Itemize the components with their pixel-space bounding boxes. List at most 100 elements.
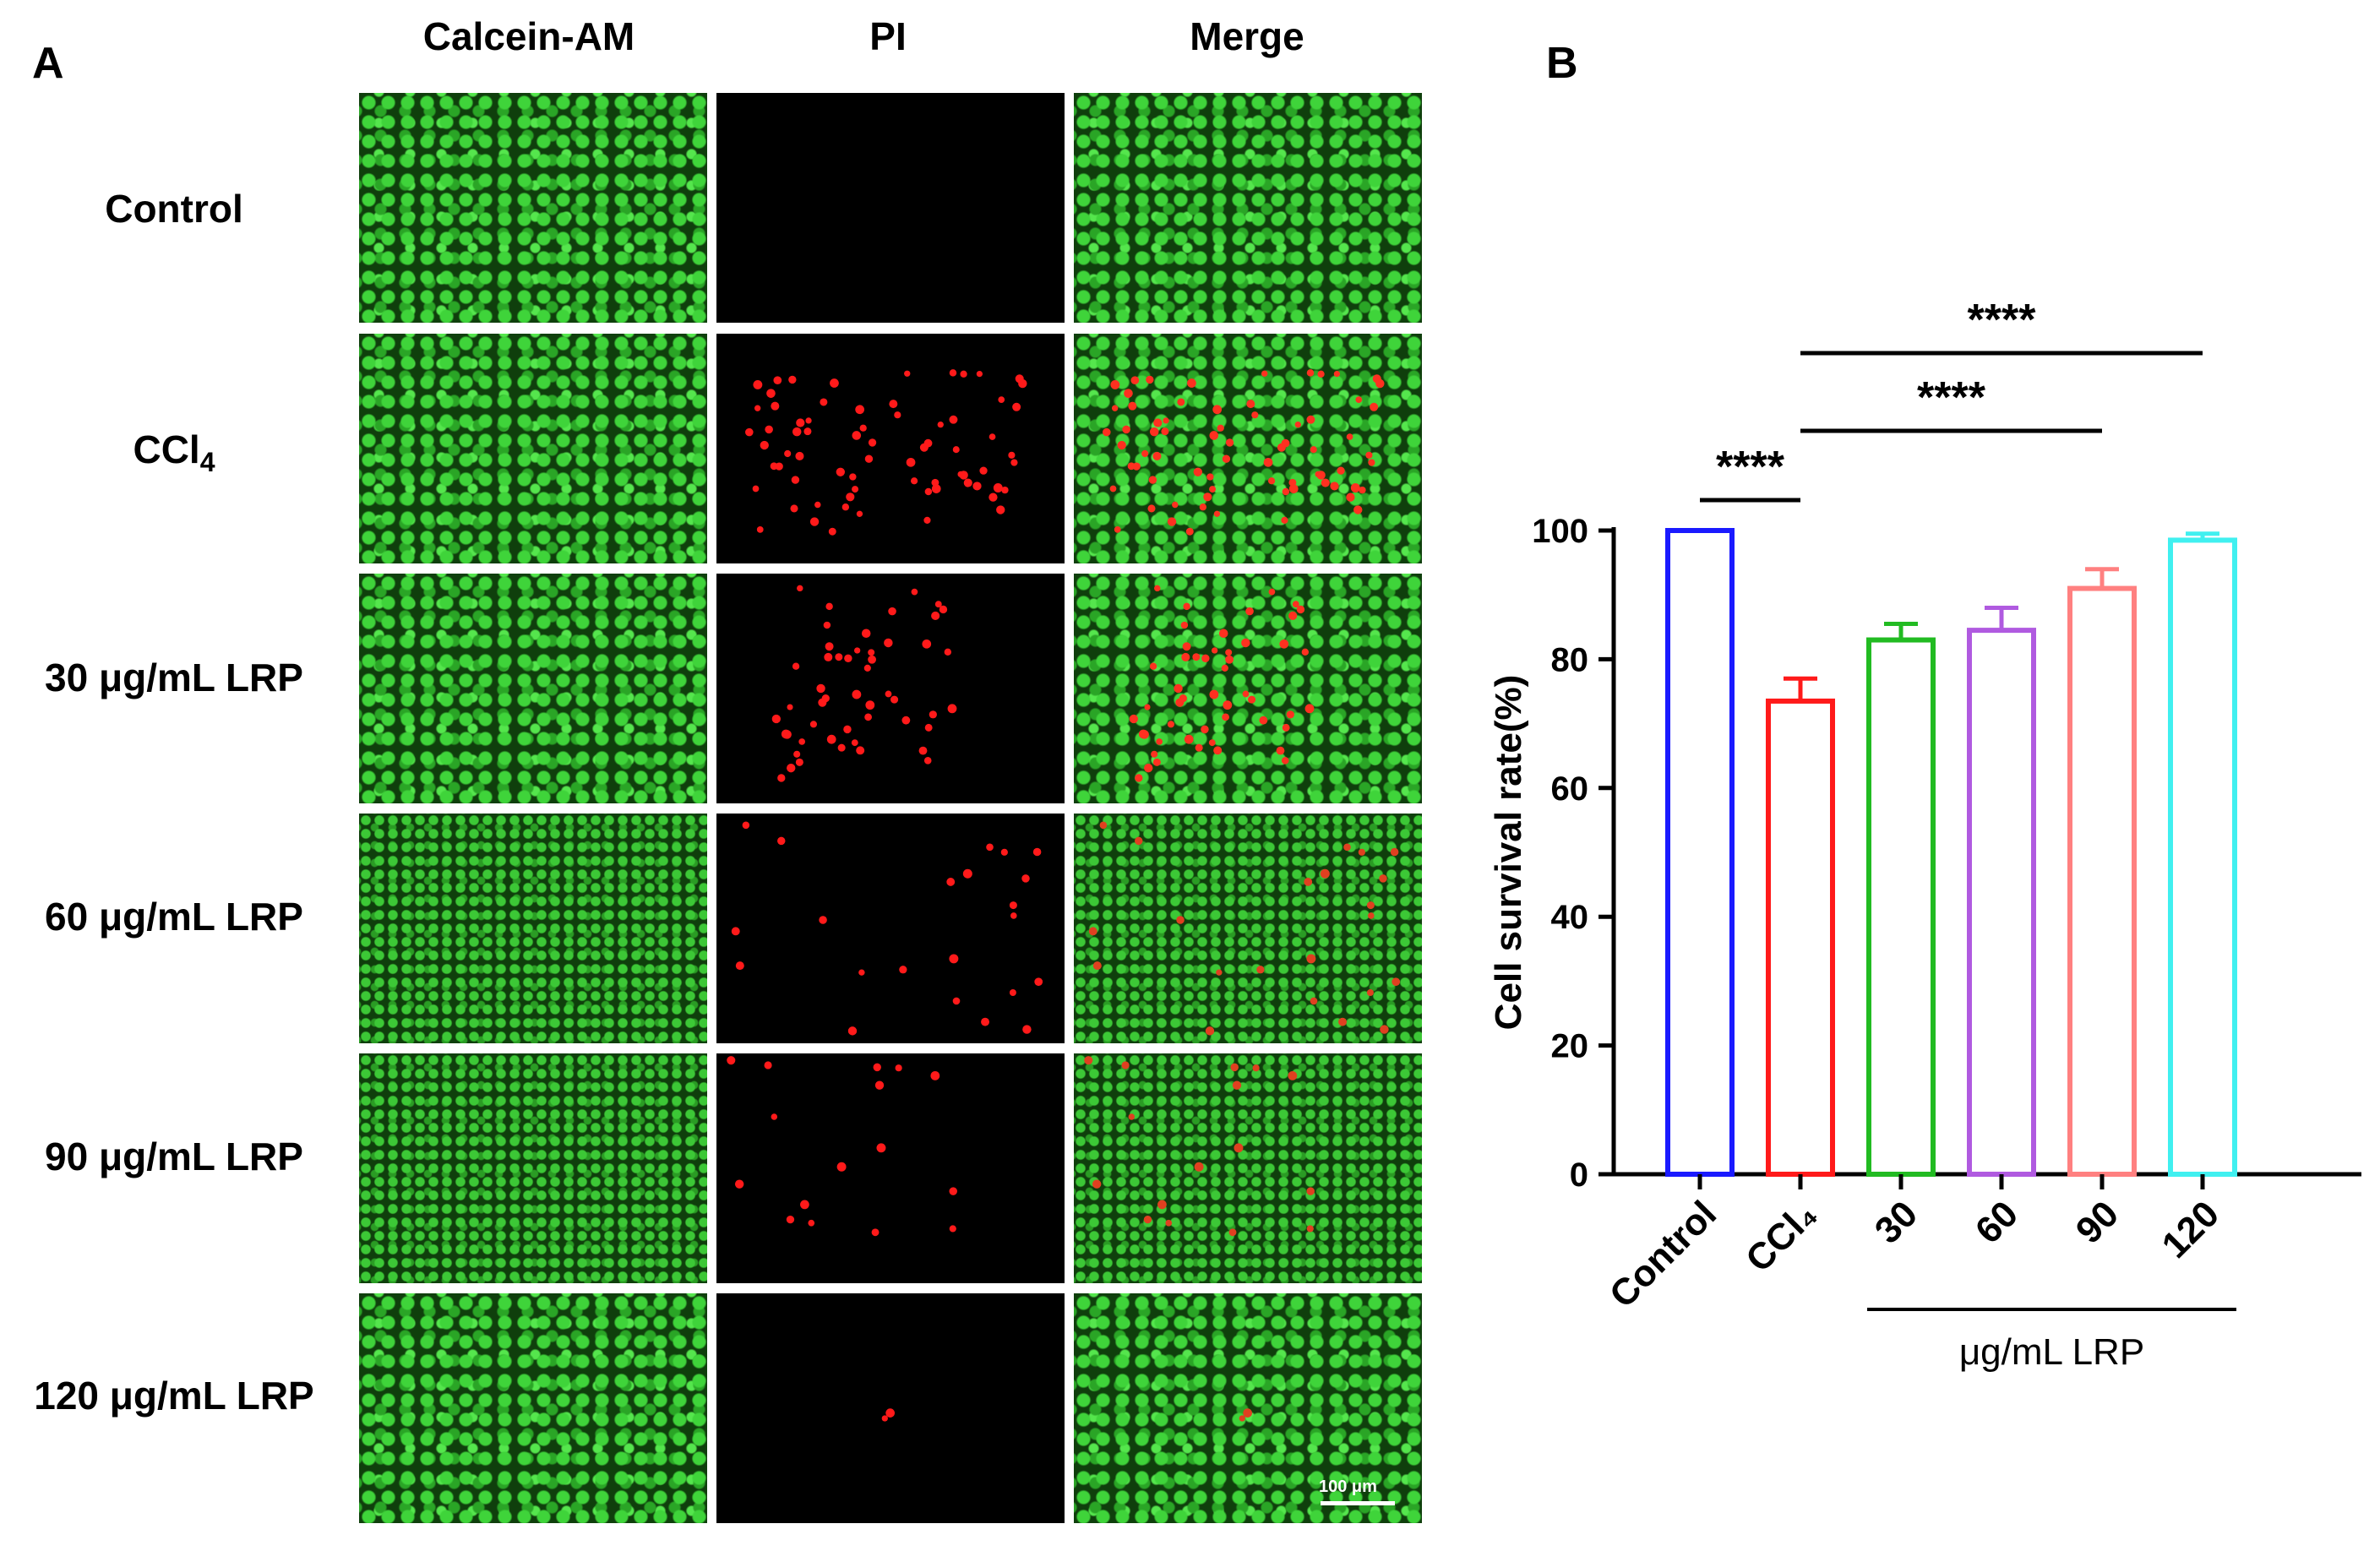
dead-cell-dot [781,729,791,739]
dead-cell-dot [988,493,998,502]
dead-cell-dot [809,517,820,526]
dead-cell-dot [884,638,893,648]
micrograph-90-pi [716,1053,1065,1283]
dead-cell-dot [1153,418,1163,427]
dead-cell-dot [790,504,798,513]
dead-cell-dot [1248,695,1256,704]
dead-cell-dot [923,438,933,448]
dead-cell-dot [868,438,877,447]
dead-cell-dot [1282,723,1290,732]
dead-cell-dot [1212,647,1218,654]
dead-cell-dot [1263,457,1273,467]
micrograph-control-pi [716,93,1065,323]
micrograph-60-calcein [359,814,707,1043]
dead-cell-dot [765,425,773,434]
dead-cell-dot [1306,1187,1315,1195]
dead-cell-dot [874,1080,885,1090]
dead-cell-dot [1135,774,1143,782]
dead-cell-dot [890,695,899,704]
dead-cell-dot [1261,370,1268,377]
dead-cell-dot [844,654,852,663]
dead-cell-dot [1152,758,1161,766]
dead-cell-dot [1185,527,1194,536]
dead-cell-dot [1379,874,1387,883]
dead-cell-dot [1203,493,1212,502]
dead-cell-dot [1301,648,1310,656]
dead-cell-dot [1144,763,1153,773]
dead-cell-dot [1296,605,1305,614]
column-header-calcein: Calcein-AM [422,14,635,58]
micrograph-control-calcein [359,93,707,323]
dead-cell-dot [745,427,754,437]
dead-cell-dot [1135,836,1143,846]
dead-cell-dot [828,527,836,536]
dead-cell-dot [1121,1061,1130,1069]
dead-cell-dot [949,369,957,377]
dead-cell-dot [1368,912,1375,919]
dead-cell-dot [1161,427,1169,436]
dead-cell-dot [1187,378,1196,388]
dead-cell-dot [1151,750,1158,758]
dead-cell-dot [1154,585,1161,592]
dead-cell-dot [1355,396,1363,403]
dead-cell-dot [841,503,850,511]
dead-cell-dot [1228,1228,1237,1237]
x-tick-label: 60 [1968,1193,2026,1251]
dead-cell-dot [873,1063,881,1072]
dead-cell-dot [863,664,871,672]
group-label: μg/mL LRP [1959,1331,2144,1373]
dead-cell-dot [1221,664,1228,672]
panel-b-letter: B [1546,39,1578,88]
dead-cell-dot [1390,847,1399,857]
dead-cell-dot [791,476,800,484]
dead-cell-dot [1268,588,1276,596]
dead-cell-dot [800,1200,809,1210]
dead-cell-dot [824,652,833,661]
dead-cell-dot [1222,454,1231,463]
dead-cell-dot [1294,421,1301,428]
dead-cell-dot [949,954,959,964]
column-header-pi: PI [869,14,907,58]
dead-cell-dot [861,629,871,639]
dead-cell-dot [1193,467,1202,476]
dead-cell-dot [918,746,928,755]
dead-cell-dot [825,642,834,651]
dead-cell-dot [1245,607,1254,616]
dead-cell-dot [859,424,867,432]
dead-cell-dot [760,440,769,450]
dead-cell-dot [934,601,942,608]
x-tick-label: 90 [2068,1193,2127,1251]
dead-cell-dot [1392,977,1401,987]
dead-cell-dot [1124,389,1133,398]
dead-cell-dot [1147,504,1156,513]
micrograph-30-calcein [359,574,707,803]
dead-cell-dot [1350,483,1360,493]
dead-cell-dot [1156,738,1163,745]
dead-cell-dot [931,611,940,621]
dead-cell-dot [1330,482,1339,491]
dead-cell-dot [1281,438,1290,448]
dead-cell-dot [1109,485,1117,493]
row-label-control: Control [105,187,243,231]
dead-cell-dot [1179,694,1187,703]
dead-cell-dot [931,484,941,493]
dead-cell-dot [1225,655,1234,664]
dead-cell-dot [1370,402,1379,411]
dead-cell-dot [1225,438,1234,447]
dead-cell-dot [1084,1056,1093,1065]
dead-cell-dot [864,454,874,463]
dead-cell-dot [993,483,1003,493]
y-axis-label: Cell survival rate(%) [1488,675,1529,1031]
dead-cell-dot [1315,471,1321,478]
dead-cell-dot [836,1162,847,1172]
dead-cell-dot [924,723,933,732]
dead-cell-dot [1366,901,1375,910]
column-header-merge: Merge [1190,14,1304,58]
dead-cell-dot [1132,462,1141,471]
dead-cell-dot [962,868,972,879]
significance-stars: **** [1917,373,1986,422]
dead-cell-dot [1232,1080,1242,1090]
dead-cell-dot [1201,725,1209,734]
dead-cell-dot [979,466,988,475]
dead-cell-dot [937,421,944,428]
